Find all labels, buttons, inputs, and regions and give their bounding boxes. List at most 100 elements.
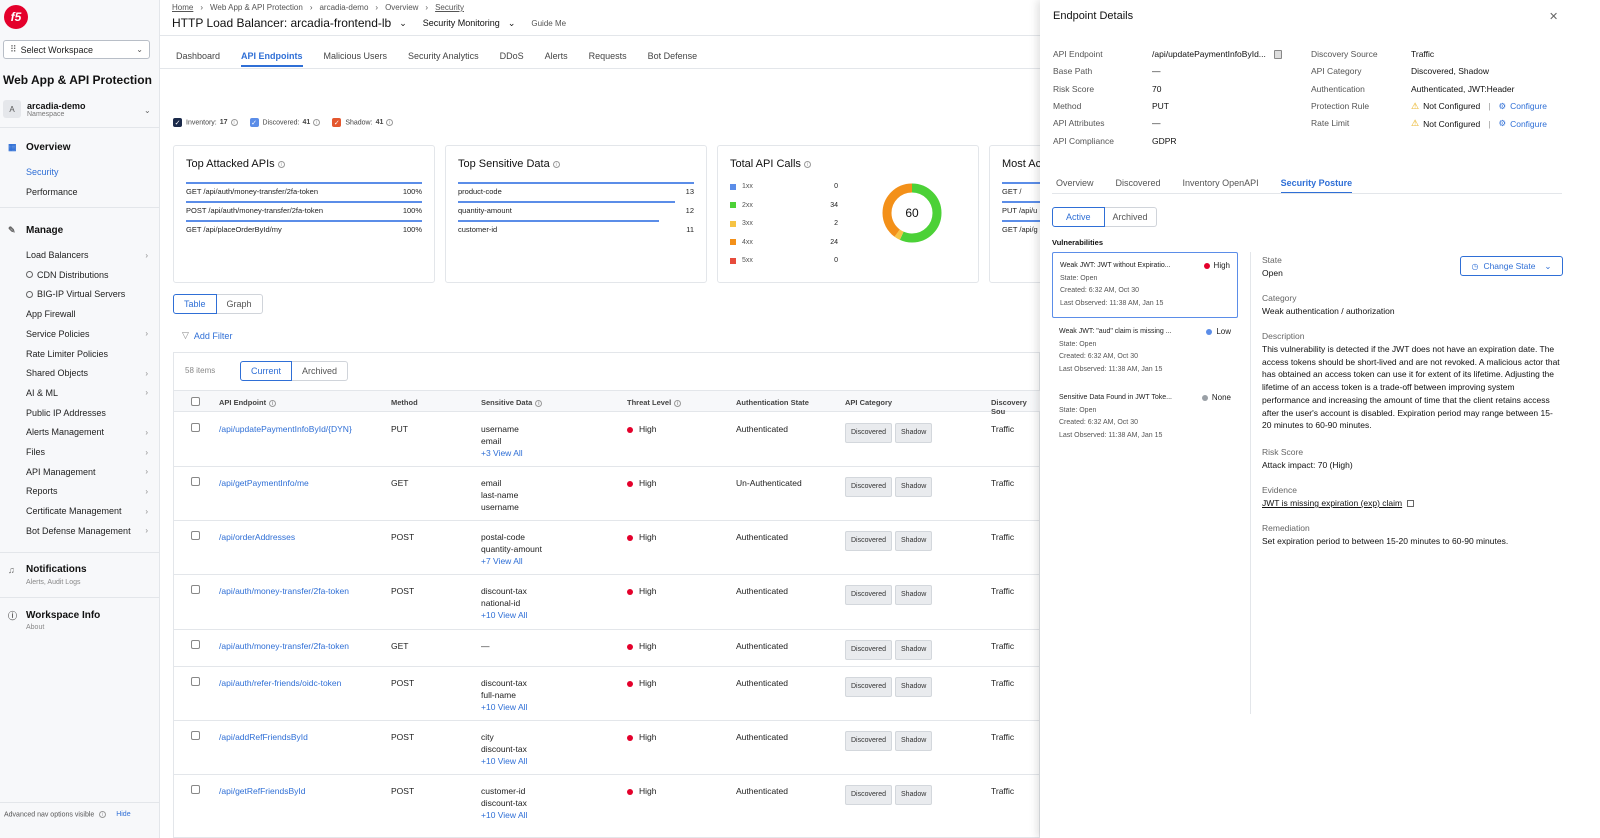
tab-api-endpoints[interactable]: API Endpoints (241, 51, 303, 67)
card-row[interactable]: GET /api/auth/money-transfer/2fa-token 10… (186, 182, 422, 201)
endpoint-link[interactable]: /api/orderAddresses (219, 532, 296, 542)
sidebar-item[interactable]: App Firewall (26, 309, 148, 319)
info-icon[interactable]: i (552, 160, 560, 168)
row-checkbox[interactable] (191, 531, 200, 540)
card-row[interactable]: PUT /api/u (1002, 201, 1068, 220)
row-checkbox[interactable] (191, 785, 200, 794)
active-segment[interactable]: Active (1052, 207, 1105, 227)
view-all-link[interactable]: +3 View All (481, 448, 523, 458)
table-row[interactable]: /api/addRefFriendsById POST city discount-t… (174, 721, 1040, 775)
breadcrumb-current[interactable]: Security (435, 3, 464, 12)
endpoint-link[interactable]: /api/auth/refer-friends/oidc-token (219, 678, 342, 688)
archived-segment[interactable]: Archived (1104, 207, 1157, 227)
table-row[interactable]: /api/auth/money-transfer/2fa-token POST di… (174, 575, 1040, 630)
table-view-button[interactable]: Table (173, 294, 217, 314)
table-row[interactable]: /api/getRefFriendsById POST customer-id dis… (174, 775, 1040, 838)
current-segment[interactable]: Current (240, 361, 293, 381)
select-all-checkbox[interactable] (191, 397, 200, 406)
row-checkbox[interactable] (191, 731, 200, 740)
vulnerability-card[interactable]: Weak JWT: "aud" claim is missing ... Low S… (1052, 319, 1238, 383)
view-all-link[interactable]: +10 View All (481, 756, 528, 766)
checkbox-checked-icon[interactable]: ✓ (173, 118, 182, 127)
col-threat-level[interactable]: Threat Level i (627, 398, 682, 407)
sidebar-item[interactable]: Certificate Management › (26, 506, 148, 516)
sidebar-item[interactable]: Load Balancers › (26, 250, 148, 260)
info-icon[interactable]: i (803, 160, 811, 168)
table-row[interactable]: /api/auth/money-transfer/2fa-token GET — Hi… (174, 630, 1040, 667)
archived-segment[interactable]: Archived (292, 361, 349, 381)
chevron-down-icon[interactable]: ⌄ (144, 106, 151, 115)
endpoint-link[interactable]: /api/updatePaymentInfoById/{DYN} (219, 424, 352, 434)
tab-overview[interactable]: Overview (1056, 178, 1094, 188)
sidebar-item[interactable]: Public IP Addresses (26, 408, 148, 418)
col-api-endpoint[interactable]: API Endpoint i (219, 398, 277, 407)
close-icon[interactable]: ✕ (1549, 11, 1559, 23)
f5-logo[interactable]: f5 (4, 5, 28, 29)
change-state-button[interactable]: ◷ Change State ⌄ (1460, 256, 1563, 276)
nav-section-overview[interactable]: ▦ Overview (8, 142, 70, 153)
row-checkbox[interactable] (191, 477, 200, 486)
sidebar-item[interactable]: Rate Limiter Policies (26, 349, 148, 359)
checkbox-checked-icon[interactable]: ✓ (332, 118, 342, 127)
table-row[interactable]: /api/getPaymentInfo/me GET email last-name u… (174, 467, 1040, 521)
sidebar-item[interactable]: Shared Objects › (26, 368, 148, 378)
hide-link[interactable]: Hide (116, 811, 131, 819)
card-row[interactable]: GET /api/placeOrderById/my 100% (186, 220, 422, 239)
tab-security-analytics[interactable]: Security Analytics (408, 51, 479, 61)
row-checkbox[interactable] (191, 640, 200, 649)
endpoint-link[interactable]: /api/addRefFriendsById (219, 732, 308, 742)
legend-item[interactable]: ✓ Inventory: 17 i (173, 118, 238, 127)
nav-section-manage[interactable]: ✎ Manage (8, 225, 63, 236)
evidence-link[interactable]: JWT is missing expiration (exp) claim (1262, 498, 1403, 508)
breadcrumb-home[interactable]: Home (172, 3, 194, 12)
checkbox-checked-icon[interactable]: ✓ (249, 118, 259, 127)
chevron-down-icon[interactable]: ⌄ (399, 17, 407, 28)
configure-link[interactable]: Configure (1510, 101, 1547, 112)
row-checkbox[interactable] (191, 423, 200, 432)
card-row[interactable]: customer-id 11 (458, 220, 694, 239)
guide-me-link[interactable]: Guide Me (531, 18, 567, 28)
tab-requests[interactable]: Requests (588, 51, 627, 61)
col-discovery-source[interactable]: Discovery Sou (991, 398, 1027, 416)
copy-icon[interactable] (1273, 49, 1282, 59)
workspace-select[interactable]: ⠿ Select Workspace ⌄ (3, 40, 150, 59)
sidebar-item[interactable]: BIG-IP Virtual Servers (26, 289, 148, 299)
row-checkbox[interactable] (191, 677, 200, 686)
col-sensitive-data[interactable]: Sensitive Data i (481, 398, 543, 407)
security-monitoring-dropdown[interactable]: Security Monitoring (422, 18, 500, 28)
breadcrumb-item[interactable]: arcadia-demo (319, 3, 369, 12)
sidebar-item[interactable]: Service Policies › (26, 329, 148, 339)
tab-discovered[interactable]: Discovered (1115, 178, 1161, 188)
view-all-link[interactable]: +10 View All (481, 810, 528, 820)
tab-dashboard[interactable]: Dashboard (176, 51, 221, 61)
card-row[interactable]: GET / (1002, 182, 1068, 201)
sidebar-item[interactable]: CDN Distributions (26, 270, 148, 280)
configure-link[interactable]: Configure (1510, 118, 1547, 129)
sidebar-item-security[interactable]: Security (26, 167, 59, 177)
breadcrumb-item[interactable]: Overview (385, 3, 419, 12)
breadcrumb-item[interactable]: Web App & API Protection (210, 3, 303, 12)
legend-item[interactable]: ✓ Discovered: 41 i (249, 118, 321, 127)
endpoint-link[interactable]: /api/getRefFriendsById (219, 786, 306, 796)
sidebar-item[interactable]: Bot Defense Management › (26, 526, 148, 536)
sidebar-item[interactable]: API Management › (26, 467, 148, 477)
chevron-down-icon[interactable]: ⌄ (507, 17, 516, 28)
col-authentication-state[interactable]: Authentication State (736, 398, 809, 407)
sidebar-item[interactable]: AI & ML › (26, 388, 148, 398)
add-filter-button[interactable]: ▽ Add Filter (182, 330, 232, 341)
nav-section-notifications[interactable]: ♫ Notifications (8, 564, 87, 575)
row-checkbox[interactable] (191, 585, 200, 594)
sidebar-item[interactable]: Alerts Management › (26, 427, 148, 437)
tab-bot-defense[interactable]: Bot Defense (647, 51, 698, 61)
endpoint-link[interactable]: /api/getPaymentInfo/me (219, 478, 309, 488)
nav-section-workspace-info[interactable]: ⓘ Workspace Info (8, 609, 100, 622)
sidebar-item[interactable]: Reports › (26, 486, 148, 496)
namespace-selector[interactable]: A arcadia-demo Namespace (3, 100, 86, 118)
sidebar-item[interactable]: Files › (26, 447, 148, 457)
table-row[interactable]: /api/auth/refer-friends/oidc-token POST di… (174, 667, 1040, 721)
legend-item[interactable]: ✓ Shadow: 41 i (332, 118, 394, 127)
tab-malicious-users[interactable]: Malicious Users (323, 51, 388, 61)
card-row[interactable]: product-code 13 (458, 182, 694, 201)
info-icon[interactable]: i (277, 160, 285, 168)
card-row[interactable]: GET /api/g (1002, 220, 1068, 239)
